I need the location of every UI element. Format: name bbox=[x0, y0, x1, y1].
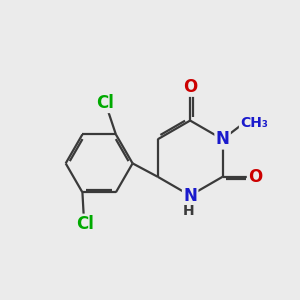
Text: N: N bbox=[183, 187, 197, 205]
Text: N: N bbox=[216, 130, 230, 148]
Text: Cl: Cl bbox=[96, 94, 114, 112]
Text: O: O bbox=[183, 78, 197, 96]
Text: Cl: Cl bbox=[76, 215, 94, 233]
Text: CH₃: CH₃ bbox=[240, 116, 268, 130]
Text: H: H bbox=[183, 204, 195, 218]
Text: O: O bbox=[248, 168, 262, 186]
